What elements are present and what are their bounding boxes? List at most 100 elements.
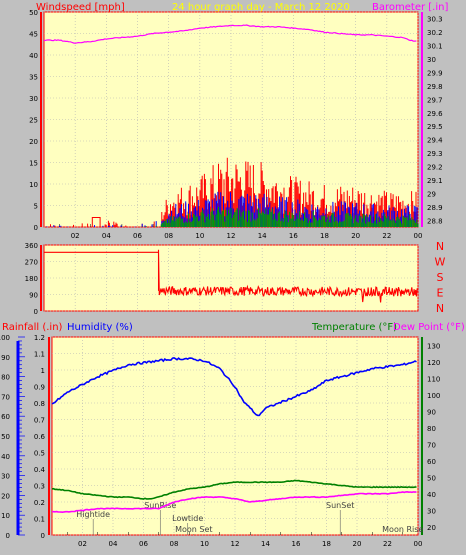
rain-tick-label: 1.2 bbox=[34, 334, 45, 342]
baro-tick-label: 29.3 bbox=[427, 150, 443, 158]
rain-tick-label: 0.6 bbox=[34, 433, 46, 441]
baro-tick-label: 29.6 bbox=[427, 110, 443, 118]
wind-tick-label: 50 bbox=[29, 9, 38, 17]
temperature-tick-label: 20 bbox=[427, 524, 436, 532]
dewpoint-series bbox=[52, 490, 417, 514]
direction-tick-label: 270 bbox=[25, 259, 38, 267]
bottom-time-tick-label: 20 bbox=[353, 540, 362, 548]
event-label: Moon Rise bbox=[382, 525, 423, 534]
bottom-time-tick-label: 18 bbox=[322, 540, 331, 548]
bottom-time-tick-label: 14 bbox=[261, 540, 270, 548]
compass-letter: N bbox=[436, 240, 444, 253]
humidity-tick-label: 90 bbox=[1, 354, 10, 362]
wind-tick-label: 35 bbox=[29, 74, 38, 82]
top-time-tick-label: 04 bbox=[102, 232, 111, 240]
bottom-time-tick-label: 12 bbox=[231, 540, 240, 548]
top-time-tick-label: 14 bbox=[258, 232, 267, 240]
top-time-tick-label: 20 bbox=[351, 232, 360, 240]
wind-tick-label: 0 bbox=[34, 224, 38, 232]
rain-tick-label: 0.5 bbox=[34, 450, 45, 458]
rain-tick-label: 0.3 bbox=[34, 483, 45, 491]
event-label: SunRise bbox=[144, 501, 176, 510]
baro-tick-label: 28.8 bbox=[427, 217, 443, 225]
rain-tick-label: 1 bbox=[41, 367, 45, 375]
bottom-series bbox=[51, 357, 417, 514]
humidity-axis-title: Humidity (%) bbox=[67, 322, 133, 333]
compass-letter: N bbox=[436, 302, 444, 315]
barometer-series bbox=[43, 24, 417, 44]
temperature-tick-label: 120 bbox=[427, 359, 440, 367]
temperature-tick-label: 40 bbox=[427, 491, 436, 499]
wind-axis-title: Windspeed [mph] bbox=[36, 2, 125, 13]
wind-tick-label: 30 bbox=[29, 95, 38, 103]
baro-tick-label: 29.9 bbox=[427, 69, 443, 77]
humidity-axis: 0 10 20 30 40 50 60 70 80 90 100 bbox=[0, 334, 25, 540]
wind-direction-series bbox=[44, 249, 418, 303]
top-time-tick-label: 16 bbox=[289, 232, 298, 240]
baro-tick-label: 29 bbox=[427, 190, 436, 198]
baro-tick-label: 29.2 bbox=[427, 164, 443, 172]
dewpoint-axis-title: Dew Point (°F) bbox=[393, 322, 465, 333]
humidity-tick-label: 60 bbox=[1, 413, 10, 421]
baro-tick-label: 30.1 bbox=[427, 43, 443, 51]
top-series bbox=[43, 24, 419, 227]
temperature-tick-label: 50 bbox=[427, 474, 436, 482]
bottom-time-tick-label: 08 bbox=[170, 540, 179, 548]
baro-tick-label: 30 bbox=[427, 56, 436, 64]
rain-tick-label: 0.4 bbox=[34, 466, 46, 474]
event-label: Lowtide bbox=[172, 514, 203, 523]
bottom-time-tick-label: 16 bbox=[292, 540, 301, 548]
wind-tick-label: 25 bbox=[29, 117, 38, 125]
event-markers: Hightide SunRise Lowtide Moon Set SunSet Moon… bbox=[76, 501, 423, 535]
temperature-tick-label: 60 bbox=[427, 458, 436, 466]
rain-tick-label: 1.1 bbox=[34, 351, 45, 359]
top-time-tick-label: 12 bbox=[227, 232, 236, 240]
direction-tick-label: 180 bbox=[25, 275, 38, 283]
wind-axis: 0 5 10 15 20 25 30 35 40 45 50 bbox=[29, 9, 42, 232]
event-label: Hightide bbox=[76, 510, 110, 519]
temperature-tick-label: 30 bbox=[427, 507, 436, 515]
rain-tick-label: 0.2 bbox=[34, 499, 45, 507]
humidity-tick-label: 20 bbox=[1, 492, 10, 500]
top-time-tick-label: 08 bbox=[164, 232, 173, 240]
bottom-time-tick-label: 10 bbox=[200, 540, 209, 548]
baro-tick-label: 29.7 bbox=[427, 96, 443, 104]
baro-tick-label: 29.4 bbox=[427, 137, 443, 145]
temperature-series bbox=[51, 479, 417, 500]
baro-axis-title: Barometer [.in] bbox=[372, 2, 448, 13]
compass-letter: E bbox=[437, 287, 444, 300]
top-time-tick-label: 22 bbox=[382, 232, 391, 240]
rain-tick-label: 0.1 bbox=[34, 516, 45, 524]
direction-axis: 0 90 180 270 360 bbox=[25, 242, 42, 316]
baro-tick-label: 29.8 bbox=[427, 83, 443, 91]
bottom-time-tick-label: 06 bbox=[139, 540, 148, 548]
top-time-tick-label: 10 bbox=[195, 232, 204, 240]
baro-tick-label: 30.2 bbox=[427, 29, 443, 37]
direction-tick-label: 360 bbox=[25, 242, 38, 250]
baro-tick-label: 30.3 bbox=[427, 16, 443, 24]
rain-axis: 0 0.1 0.2 0.3 0.4 0.5 0.6 0.7 0.8 0.9 1 1.1 1.2 bbox=[34, 334, 50, 540]
compass-letter: S bbox=[437, 271, 444, 284]
event-label: SunSet bbox=[326, 501, 354, 510]
humidity-tick-label: 100 bbox=[0, 334, 10, 342]
wind-tick-label: 20 bbox=[29, 138, 38, 146]
baro-axis: 28.8 28.9 29 29.1 29.2 29.3 29.4 29.5 29.6 29.7 29… bbox=[421, 12, 443, 227]
wind-tick-label: 5 bbox=[34, 203, 38, 211]
direction-tick-label: 0 bbox=[34, 308, 38, 316]
temperature-axis: 20 30 40 50 60 70 80 90 100 110 120 130 bbox=[421, 337, 440, 535]
humidity-tick-label: 50 bbox=[1, 433, 10, 441]
temperature-tick-label: 100 bbox=[427, 392, 440, 400]
direction-grid bbox=[44, 244, 419, 312]
temperature-tick-label: 70 bbox=[427, 441, 436, 449]
baro-tick-label: 29.5 bbox=[427, 123, 443, 131]
humidity-tick-label: 40 bbox=[1, 453, 10, 461]
wind-average-series bbox=[139, 206, 419, 227]
top-time-tick-label: 06 bbox=[133, 232, 142, 240]
humidity-tick-label: 10 bbox=[1, 512, 10, 520]
temperature-tick-label: 130 bbox=[427, 342, 440, 350]
wind-tick-label: 10 bbox=[29, 181, 38, 189]
top-time-tick-label: 00 bbox=[414, 232, 423, 240]
compass-letter: W bbox=[435, 256, 446, 269]
